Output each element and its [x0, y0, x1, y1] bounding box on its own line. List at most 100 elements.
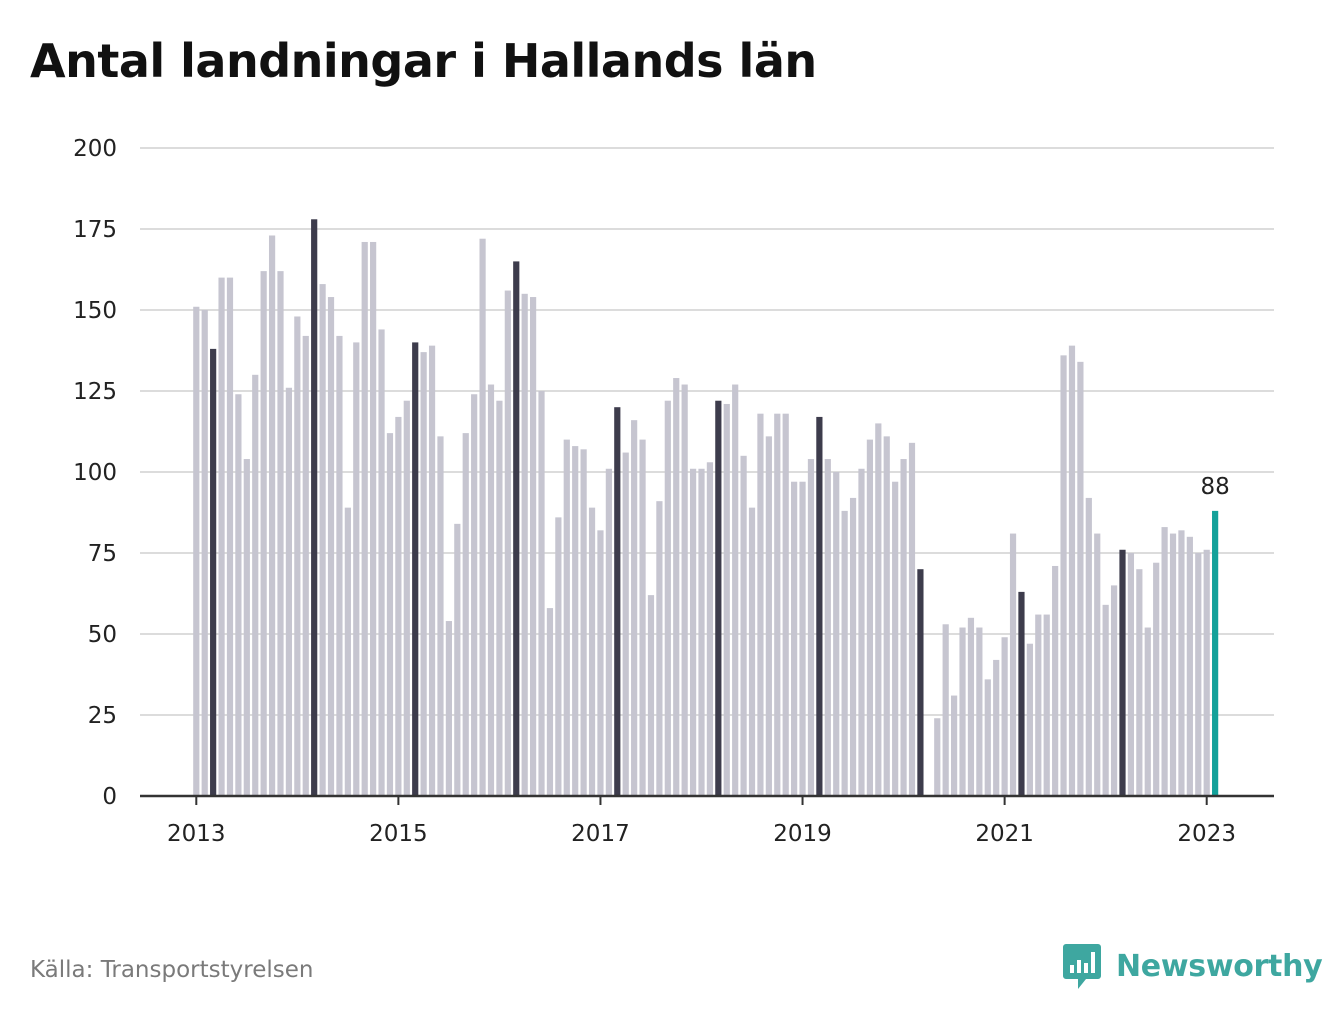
- source-note: Källa: Transportstyrelsen: [30, 957, 314, 983]
- bar: [824, 459, 831, 796]
- bar: [580, 449, 587, 796]
- y-tick-label: 150: [73, 298, 117, 324]
- bar: [353, 342, 360, 796]
- x-tick-label: 2015: [369, 821, 428, 847]
- bar: [715, 400, 722, 796]
- bar: [210, 348, 217, 796]
- bar: [471, 394, 478, 796]
- bar: [1043, 614, 1050, 796]
- bar: [1026, 643, 1033, 796]
- bar: [757, 413, 764, 796]
- bar: [370, 241, 377, 796]
- bar: [622, 452, 629, 796]
- bar: [218, 277, 225, 797]
- bar: [934, 718, 941, 796]
- bar: [302, 335, 309, 796]
- y-axis-ticks: 0 25 50 75 100 125 150 175 200: [73, 136, 117, 810]
- bar: [1161, 527, 1168, 796]
- bar: [984, 679, 991, 796]
- bar: [437, 436, 444, 796]
- bar: [866, 439, 873, 796]
- bar: [833, 472, 840, 796]
- bar: [917, 569, 924, 796]
- bar: [260, 271, 267, 796]
- bar: [807, 459, 815, 796]
- bar: [875, 423, 882, 796]
- bar: [327, 297, 335, 796]
- bar: [900, 459, 907, 796]
- bar: [530, 297, 537, 796]
- bar: [976, 627, 983, 796]
- brand-logo[interactable]: Newsworthy: [1062, 940, 1323, 992]
- bar: [420, 352, 427, 796]
- x-tick-label: 2019: [773, 821, 832, 847]
- y-tick-label: 0: [102, 784, 117, 810]
- bar: [1018, 591, 1025, 796]
- bar: [639, 439, 646, 796]
- bar: [816, 416, 823, 796]
- bar: [285, 387, 293, 796]
- bar: [386, 433, 394, 796]
- x-tick-label: 2013: [167, 821, 226, 847]
- bar: [631, 420, 638, 796]
- bar: [538, 391, 545, 796]
- bar: [740, 455, 747, 796]
- bar: [1009, 533, 1017, 796]
- bar: [588, 507, 596, 796]
- bar: [201, 310, 208, 796]
- y-tick-label: 25: [88, 703, 117, 729]
- bar: [748, 507, 756, 796]
- bar: [277, 271, 284, 796]
- bar: [311, 219, 318, 796]
- bar: [614, 407, 621, 796]
- x-tick-label: 2023: [1177, 821, 1236, 847]
- x-tick-label: 2021: [975, 821, 1034, 847]
- bar: [193, 306, 200, 796]
- bar: [967, 617, 975, 796]
- bar: [841, 510, 848, 796]
- bar: [656, 501, 663, 796]
- brand-name: Newsworthy: [1116, 948, 1323, 984]
- bar: [791, 481, 798, 796]
- bar: [892, 481, 899, 796]
- bar: [1136, 569, 1143, 796]
- bar: [428, 345, 436, 796]
- bar: [378, 329, 385, 796]
- bar: [1169, 533, 1177, 796]
- bar: [226, 277, 234, 797]
- bar: [732, 384, 739, 796]
- bar: [361, 241, 368, 796]
- bar: [487, 384, 495, 796]
- x-tick-label: 2017: [571, 821, 630, 847]
- y-tick-label: 50: [88, 622, 117, 648]
- bar: [1060, 355, 1067, 796]
- chart-title: Antal landningar i Hallands län: [30, 34, 817, 88]
- bar: [336, 335, 343, 796]
- bar: [1035, 614, 1042, 796]
- bar: [1085, 497, 1092, 796]
- bar: [1153, 562, 1160, 796]
- bar: [858, 468, 865, 796]
- bar: [235, 394, 242, 796]
- bar: [1186, 536, 1193, 796]
- bar: [1119, 549, 1126, 796]
- bar: [681, 384, 688, 796]
- y-tick-label: 125: [73, 379, 117, 405]
- bar: [942, 624, 949, 796]
- bar: [605, 468, 612, 796]
- bar: [1052, 565, 1059, 796]
- bar: [1144, 627, 1151, 796]
- bar: [698, 468, 705, 796]
- bar: [1110, 585, 1118, 796]
- bar: [319, 284, 326, 796]
- bar: [1077, 361, 1084, 796]
- y-tick-label: 200: [73, 136, 117, 162]
- bar: [647, 595, 655, 796]
- bar: [782, 413, 789, 796]
- y-tick-label: 175: [73, 217, 117, 243]
- data-labels: 88: [1200, 474, 1229, 500]
- bar: [993, 659, 1000, 796]
- bar: [597, 530, 604, 796]
- newsworthy-logo-icon: [1063, 944, 1101, 989]
